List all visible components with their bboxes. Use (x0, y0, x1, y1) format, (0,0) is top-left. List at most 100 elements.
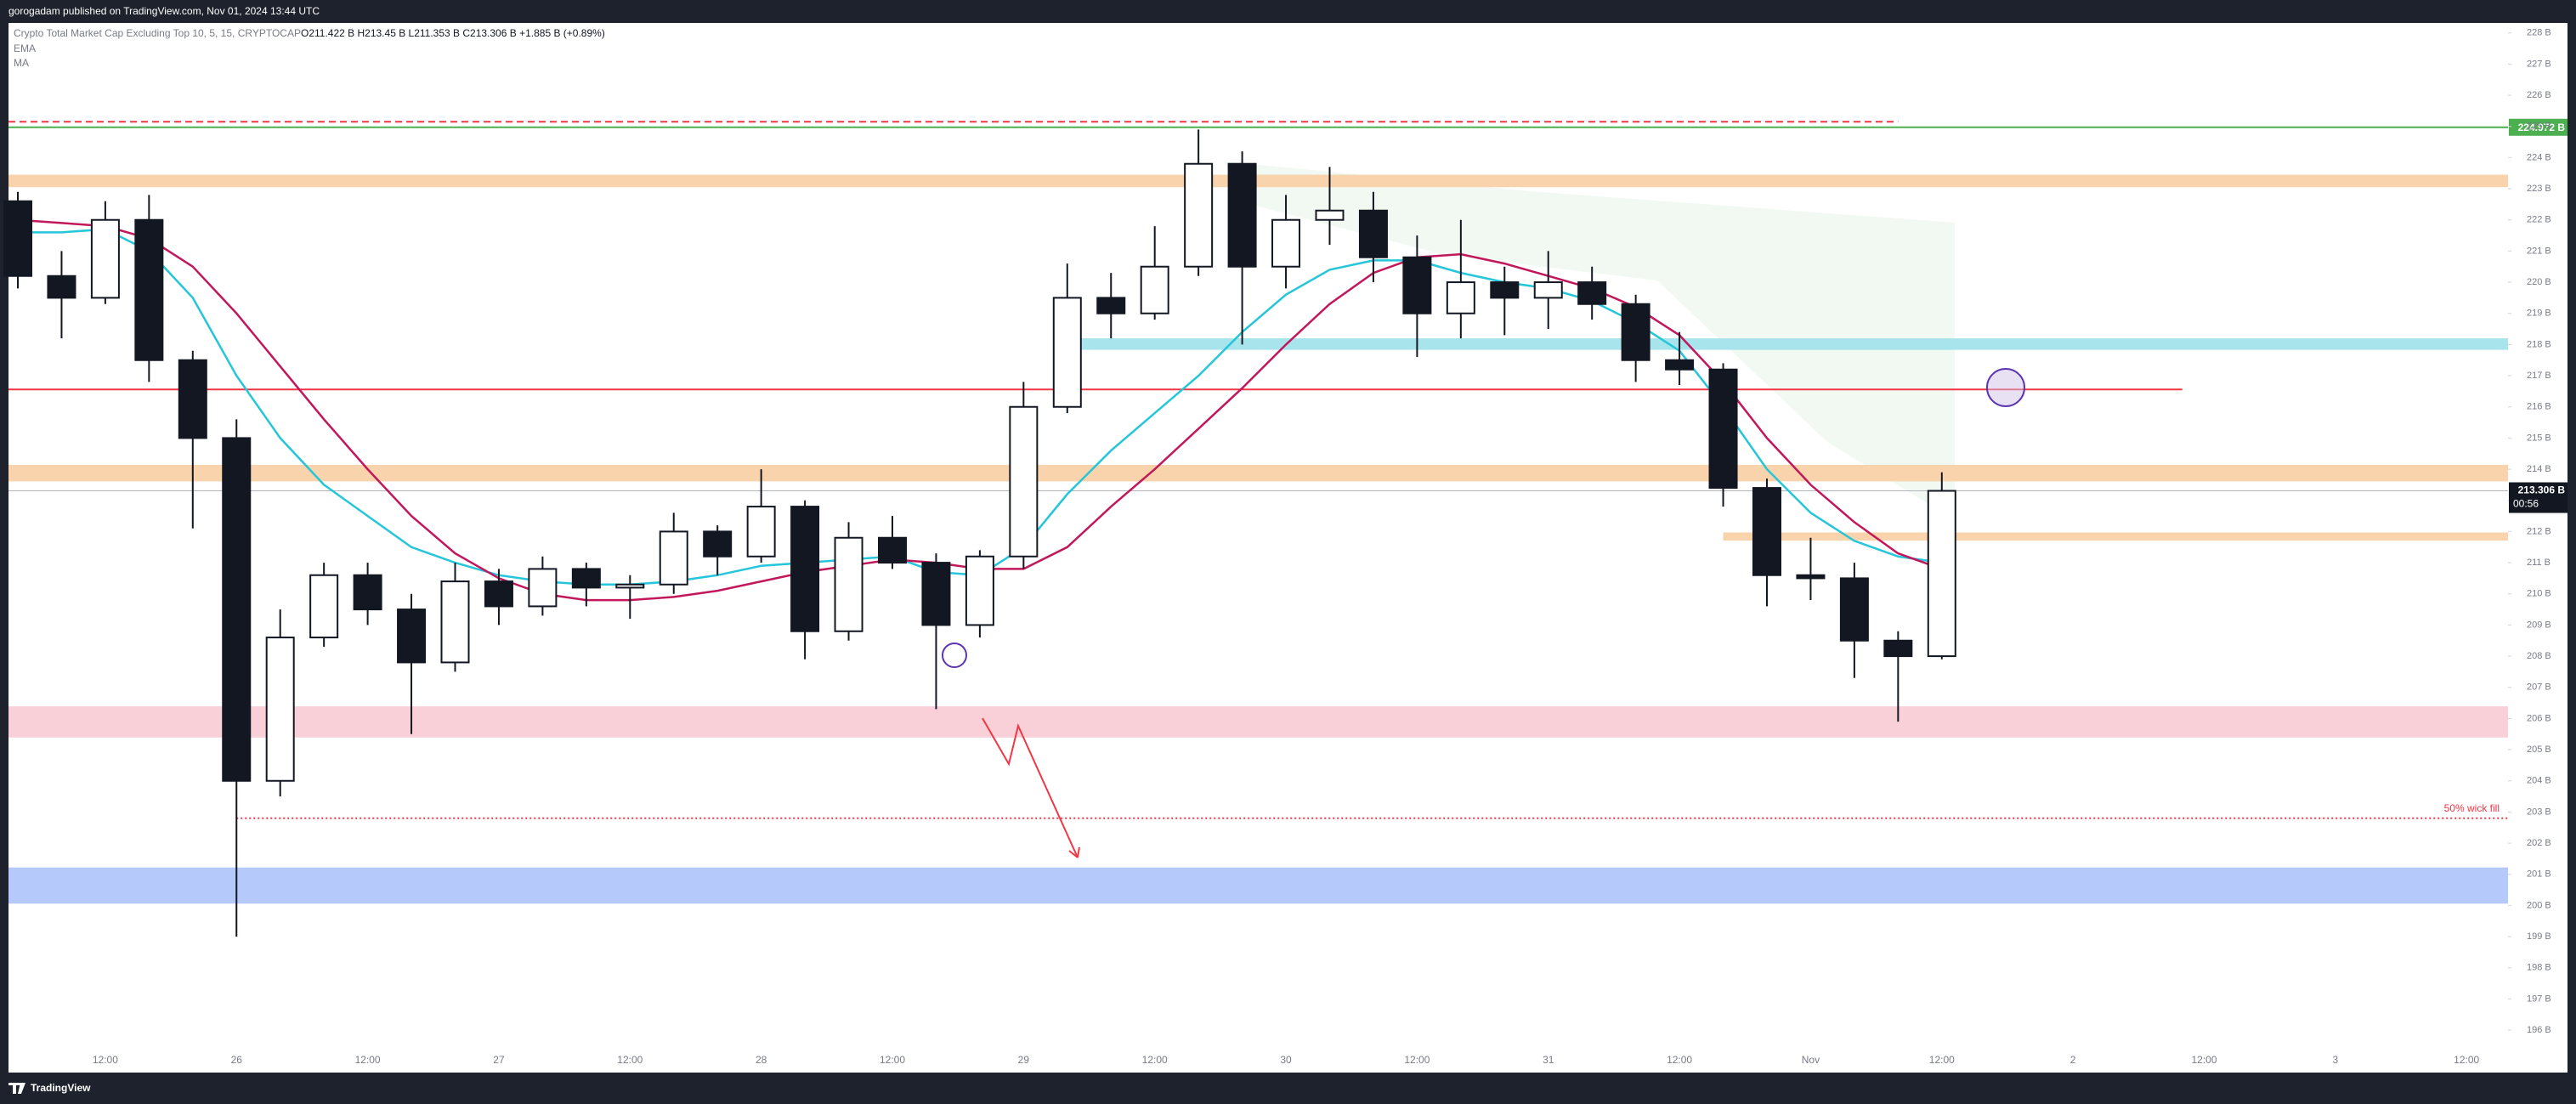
candle-body (834, 536, 863, 632)
x-tick-label: 12:00 (1404, 1054, 1430, 1066)
x-tick-label: 29 (1018, 1054, 1030, 1066)
x-tick-label: 12:00 (2454, 1054, 2479, 1066)
footer-bar (0, 1073, 2576, 1104)
y-tick-label: 196 B (2527, 1025, 2551, 1035)
x-tick-label: 12:00 (1142, 1054, 1168, 1066)
y-tick-label: 224 B (2527, 152, 2551, 162)
circle-marker (942, 643, 967, 668)
candle-body (222, 437, 252, 782)
candle-body (1883, 639, 1913, 658)
y-tick-label: 207 B (2527, 682, 2551, 693)
y-tick-label: 199 B (2527, 931, 2551, 942)
logo (8, 1083, 25, 1094)
candle-body (1009, 405, 1039, 558)
zone (1723, 532, 2508, 541)
chart-title: Crypto Total Market Cap Excluding Top 10… (14, 27, 301, 39)
x-tick-label: 12:00 (1667, 1054, 1692, 1066)
zone (8, 174, 2508, 188)
y-tick-label: 200 B (2527, 900, 2551, 910)
countdown-label: 00:56 (2513, 498, 2539, 510)
zone (8, 464, 2508, 482)
legend-entry: EMA (14, 42, 36, 54)
y-tick-label: 217 B (2527, 371, 2551, 381)
y-tick-label: 222 B (2527, 215, 2551, 225)
x-tick-label: 12:00 (2191, 1054, 2216, 1066)
candle-body (1052, 297, 1082, 408)
candle-body (965, 555, 994, 626)
y-tick-label: 206 B (2527, 713, 2551, 723)
y-tick-label: 208 B (2527, 651, 2551, 661)
y-tick-label: 202 B (2527, 838, 2551, 848)
y-tick-label: 209 B (2527, 620, 2551, 630)
x-tick-label: 12:00 (880, 1054, 905, 1066)
candle-body (1533, 281, 1563, 299)
candle-body (47, 275, 76, 299)
header-text: gorogadam published on TradingView.com, … (8, 5, 320, 17)
candle-body (1621, 303, 1650, 361)
y-tick-label: 228 B (2527, 28, 2551, 38)
y-tick-label: 218 B (2527, 339, 2551, 349)
candle-body (1140, 265, 1169, 314)
candle-body (1839, 577, 1869, 642)
y-tick-label: 210 B (2527, 589, 2551, 599)
x-tick-label: 28 (756, 1054, 767, 1066)
candle-body (703, 530, 733, 558)
projection-area (1224, 161, 1955, 520)
arrow-head (1068, 846, 1080, 858)
y-tick-label: 211 B (2527, 558, 2551, 568)
y-tick-label: 221 B (2527, 246, 2551, 256)
candle-body (1184, 162, 1214, 268)
candle-body (1927, 490, 1956, 658)
x-tick-label: 30 (1280, 1054, 1292, 1066)
candle-body (440, 580, 470, 664)
candle-body (397, 609, 427, 664)
y-tick-label: 227 B (2527, 59, 2551, 69)
plot-layer (3, 121, 2508, 937)
candle-body (1796, 574, 1826, 580)
x-tick-label: 31 (1543, 1054, 1554, 1066)
candle-body (265, 637, 295, 782)
candle-body (1577, 281, 1607, 305)
candle-body (1315, 209, 1345, 221)
candle-body (3, 200, 32, 277)
candle-body (878, 536, 907, 564)
candle-body (528, 568, 558, 608)
y-tick-label: 205 B (2527, 744, 2551, 755)
candle-body (1708, 368, 1738, 490)
candle-body (90, 218, 120, 299)
last-price-box (2509, 482, 2568, 513)
y-tick-label: 223 B (2527, 184, 2551, 194)
y-tick-label: 225 B (2527, 122, 2551, 132)
last-price-label: 213.306 B (2518, 484, 2566, 496)
y-tick-label: 214 B (2527, 464, 2551, 474)
y-tick-label: 197 B (2527, 994, 2551, 1004)
x-tick-label: 12:00 (355, 1054, 381, 1066)
header-bar (0, 0, 2576, 23)
candle-body (353, 574, 382, 611)
y-tick-label: 220 B (2527, 277, 2551, 287)
x-tick-label: Nov (1802, 1054, 1820, 1066)
candle-body (571, 568, 601, 589)
y-tick-label: 203 B (2527, 807, 2551, 817)
candle-body (1665, 359, 1695, 371)
x-tick-label: 12:00 (617, 1054, 643, 1066)
y-tick-label: 216 B (2527, 402, 2551, 412)
ohlc-legend: O211.422 B H213.45 B L211.353 B C213.306… (301, 27, 605, 39)
candle-body (1358, 209, 1388, 258)
arrow-path (982, 717, 1079, 858)
x-tick-label: 12:00 (1929, 1054, 1955, 1066)
x-tick-label: 2 (2070, 1054, 2076, 1066)
legend-entry: MA (14, 57, 29, 69)
candle-body (1271, 218, 1301, 268)
candle-body (1752, 487, 1781, 576)
y-tick-label: 198 B (2527, 963, 2551, 973)
candle-body (178, 359, 207, 439)
candle-body (134, 218, 164, 361)
x-tick-label: 12:00 (93, 1054, 118, 1066)
y-tick-label: 219 B (2527, 309, 2551, 319)
candle-body (1490, 281, 1520, 299)
candle-body (1096, 297, 1126, 314)
candle-body (746, 506, 776, 558)
